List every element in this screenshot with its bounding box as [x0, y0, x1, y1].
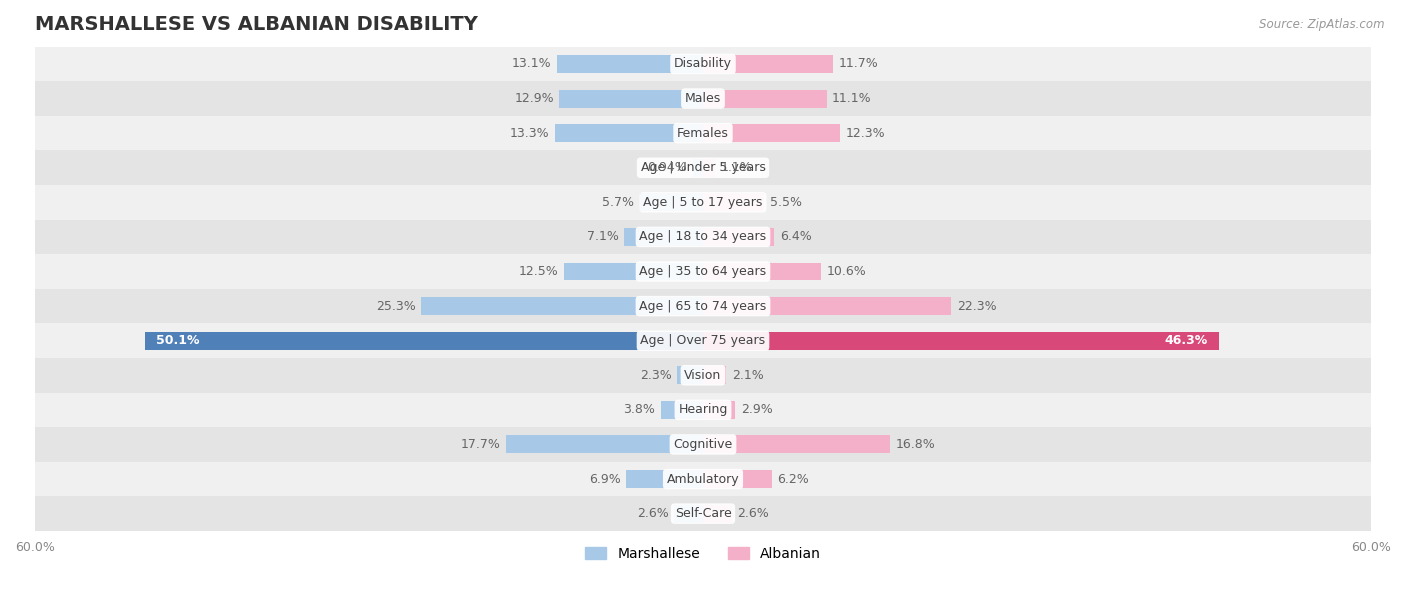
Bar [703, 367, 727, 384]
Text: 1.1%: 1.1% [721, 161, 752, 174]
Bar [703, 193, 765, 211]
Bar [703, 470, 772, 488]
Text: 11.7%: 11.7% [839, 58, 879, 70]
Text: 13.3%: 13.3% [510, 127, 550, 140]
Bar [35, 289, 1371, 323]
Bar [35, 151, 1371, 185]
Text: 13.1%: 13.1% [512, 58, 551, 70]
Text: 12.9%: 12.9% [515, 92, 554, 105]
Bar [703, 228, 775, 246]
Text: 3.8%: 3.8% [623, 403, 655, 416]
Bar [626, 470, 703, 488]
Text: Age | Under 5 years: Age | Under 5 years [641, 161, 765, 174]
Text: 12.5%: 12.5% [519, 265, 558, 278]
Bar [703, 263, 821, 280]
Legend: Marshallese, Albanian: Marshallese, Albanian [578, 540, 828, 567]
Bar [35, 81, 1371, 116]
Bar [35, 392, 1371, 427]
Bar [673, 505, 703, 523]
Bar [35, 323, 1371, 358]
Text: 6.9%: 6.9% [589, 472, 620, 485]
Text: 46.3%: 46.3% [1164, 334, 1208, 347]
Text: Males: Males [685, 92, 721, 105]
Bar [703, 401, 735, 419]
Bar [35, 220, 1371, 254]
Bar [661, 401, 703, 419]
Text: Age | 65 to 74 years: Age | 65 to 74 years [640, 300, 766, 313]
Bar [703, 505, 733, 523]
Text: Hearing: Hearing [678, 403, 728, 416]
Text: Age | Over 75 years: Age | Over 75 years [641, 334, 765, 347]
Text: 11.1%: 11.1% [832, 92, 872, 105]
Text: Vision: Vision [685, 369, 721, 382]
Text: 2.9%: 2.9% [741, 403, 773, 416]
Text: 5.5%: 5.5% [770, 196, 801, 209]
Bar [703, 332, 1219, 349]
Text: 2.6%: 2.6% [637, 507, 668, 520]
Text: 2.1%: 2.1% [733, 369, 763, 382]
Text: Age | 5 to 17 years: Age | 5 to 17 years [644, 196, 762, 209]
Bar [35, 358, 1371, 392]
Bar [422, 297, 703, 315]
Text: 6.2%: 6.2% [778, 472, 810, 485]
Bar [35, 427, 1371, 461]
Bar [703, 297, 952, 315]
Bar [35, 496, 1371, 531]
Bar [557, 55, 703, 73]
Bar [560, 89, 703, 108]
Text: Self-Care: Self-Care [675, 507, 731, 520]
Bar [678, 367, 703, 384]
Text: 12.3%: 12.3% [845, 127, 886, 140]
Text: 6.4%: 6.4% [780, 230, 811, 244]
Text: 17.7%: 17.7% [461, 438, 501, 451]
Bar [693, 159, 703, 177]
Text: Ambulatory: Ambulatory [666, 472, 740, 485]
Text: 7.1%: 7.1% [586, 230, 619, 244]
Text: Age | 35 to 64 years: Age | 35 to 64 years [640, 265, 766, 278]
Bar [35, 116, 1371, 151]
Text: 0.94%: 0.94% [647, 161, 688, 174]
Text: Disability: Disability [673, 58, 733, 70]
Bar [145, 332, 703, 349]
Bar [506, 436, 703, 453]
Bar [703, 55, 834, 73]
Bar [703, 89, 827, 108]
Text: Cognitive: Cognitive [673, 438, 733, 451]
Bar [35, 185, 1371, 220]
Bar [35, 47, 1371, 81]
Bar [35, 461, 1371, 496]
Bar [624, 228, 703, 246]
Text: Source: ZipAtlas.com: Source: ZipAtlas.com [1260, 18, 1385, 31]
Bar [564, 263, 703, 280]
Text: Age | 18 to 34 years: Age | 18 to 34 years [640, 230, 766, 244]
Text: 22.3%: 22.3% [957, 300, 997, 313]
Text: 10.6%: 10.6% [827, 265, 866, 278]
Text: 50.1%: 50.1% [156, 334, 200, 347]
Bar [703, 124, 839, 142]
Bar [703, 436, 890, 453]
Bar [703, 159, 716, 177]
Text: 25.3%: 25.3% [375, 300, 416, 313]
Bar [35, 254, 1371, 289]
Text: 5.7%: 5.7% [602, 196, 634, 209]
Text: 2.6%: 2.6% [738, 507, 769, 520]
Bar [555, 124, 703, 142]
Text: 2.3%: 2.3% [640, 369, 672, 382]
Bar [640, 193, 703, 211]
Text: Females: Females [678, 127, 728, 140]
Text: MARSHALLESE VS ALBANIAN DISABILITY: MARSHALLESE VS ALBANIAN DISABILITY [35, 15, 478, 34]
Text: 16.8%: 16.8% [896, 438, 935, 451]
